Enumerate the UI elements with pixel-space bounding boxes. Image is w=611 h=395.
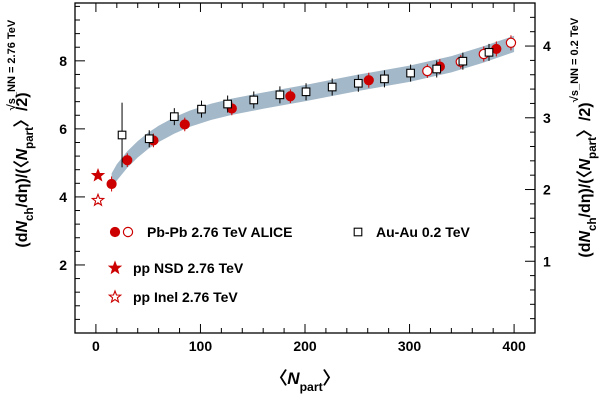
y-tick-label-right: 4 <box>543 38 551 54</box>
legend-label: Au-Au 0.2 TeV <box>376 224 471 240</box>
data-point-open-square <box>406 68 415 78</box>
legend-marker-open-circle <box>122 226 134 238</box>
data-point-open-square <box>275 90 285 100</box>
data-point-open-circle <box>422 65 433 77</box>
x-tick-label: 200 <box>293 338 317 354</box>
data-point-filled-circle <box>122 155 133 166</box>
data-point-open-square <box>117 130 127 140</box>
data-point-open-square <box>197 104 206 114</box>
data-point-open-square <box>458 56 468 66</box>
data-point-open-square <box>144 134 154 144</box>
data-point-filled-circle <box>106 178 117 190</box>
y-tick-label-left: 4 <box>59 189 67 205</box>
data-point-open-square <box>249 95 259 105</box>
data-point-open-circle <box>505 37 517 49</box>
y-axis-label-right: (dNch/dη)/(〈Npart〉/2) <box>576 102 599 257</box>
data-point-open-square <box>169 112 179 121</box>
data-point-open-square <box>380 74 389 84</box>
y-axis-label-left: (dNch/dη)/(〈Npart〉/2) <box>13 92 36 247</box>
data-point-open-square <box>301 87 311 97</box>
legend-label: Pb-Pb 2.76 TeV ALICE <box>147 224 292 240</box>
x-tick-label: 400 <box>502 338 526 354</box>
axis-ticks: 0 100 200 300 400 2 4 6 8 1 2 3 4 <box>59 2 551 354</box>
y-tick-label-right: 3 <box>543 110 551 126</box>
energy-label-left: √s_NN = 2.76 TeV <box>6 19 18 110</box>
data-point-open-square <box>327 82 337 92</box>
y-tick-label-left: 2 <box>59 257 67 273</box>
legend: Pb-Pb 2.76 TeV ALICE Au-Au 0.2 TeV pp NSD … <box>107 224 471 305</box>
legend-marker-open-star <box>107 289 123 304</box>
legend-marker-filled-star <box>107 260 123 275</box>
x-tick-label: 300 <box>398 338 422 354</box>
legend-marker-filled-circle <box>109 226 121 238</box>
y-tick-label-left: 6 <box>59 121 67 137</box>
energy-label-right: √s_NN = 0.2 TeV <box>569 17 581 102</box>
legend-label: pp Inel 2.76 TeV <box>133 289 238 305</box>
x-tick-label: 0 <box>92 338 100 354</box>
data-point-open-square <box>432 64 442 74</box>
data-point-filled-circle <box>285 91 296 102</box>
x-axis-label: 〈Npart〉 <box>270 368 339 394</box>
data-point-open-square <box>353 78 363 88</box>
data-points <box>90 35 517 207</box>
legend-label: pp NSD 2.76 TeV <box>133 260 244 276</box>
x-tick-label: 100 <box>189 338 213 354</box>
y-tick-label-right: 2 <box>543 182 551 198</box>
data-point-open-star <box>90 192 106 207</box>
legend-marker-open-square <box>353 227 363 237</box>
data-point-filled-circle <box>179 119 190 130</box>
y-tick-label-left: 8 <box>59 53 67 69</box>
data-point-filled-circle <box>363 75 374 86</box>
y-tick-label-right: 1 <box>543 253 551 269</box>
axis-labels: 〈Npart〉 (dNch/dη)/(〈Npart〉/2) (dNch/dη)/(〈… <box>6 17 599 394</box>
data-point-open-square <box>484 47 494 57</box>
data-point-filled-star <box>90 167 106 182</box>
data-point-open-square <box>223 99 232 109</box>
